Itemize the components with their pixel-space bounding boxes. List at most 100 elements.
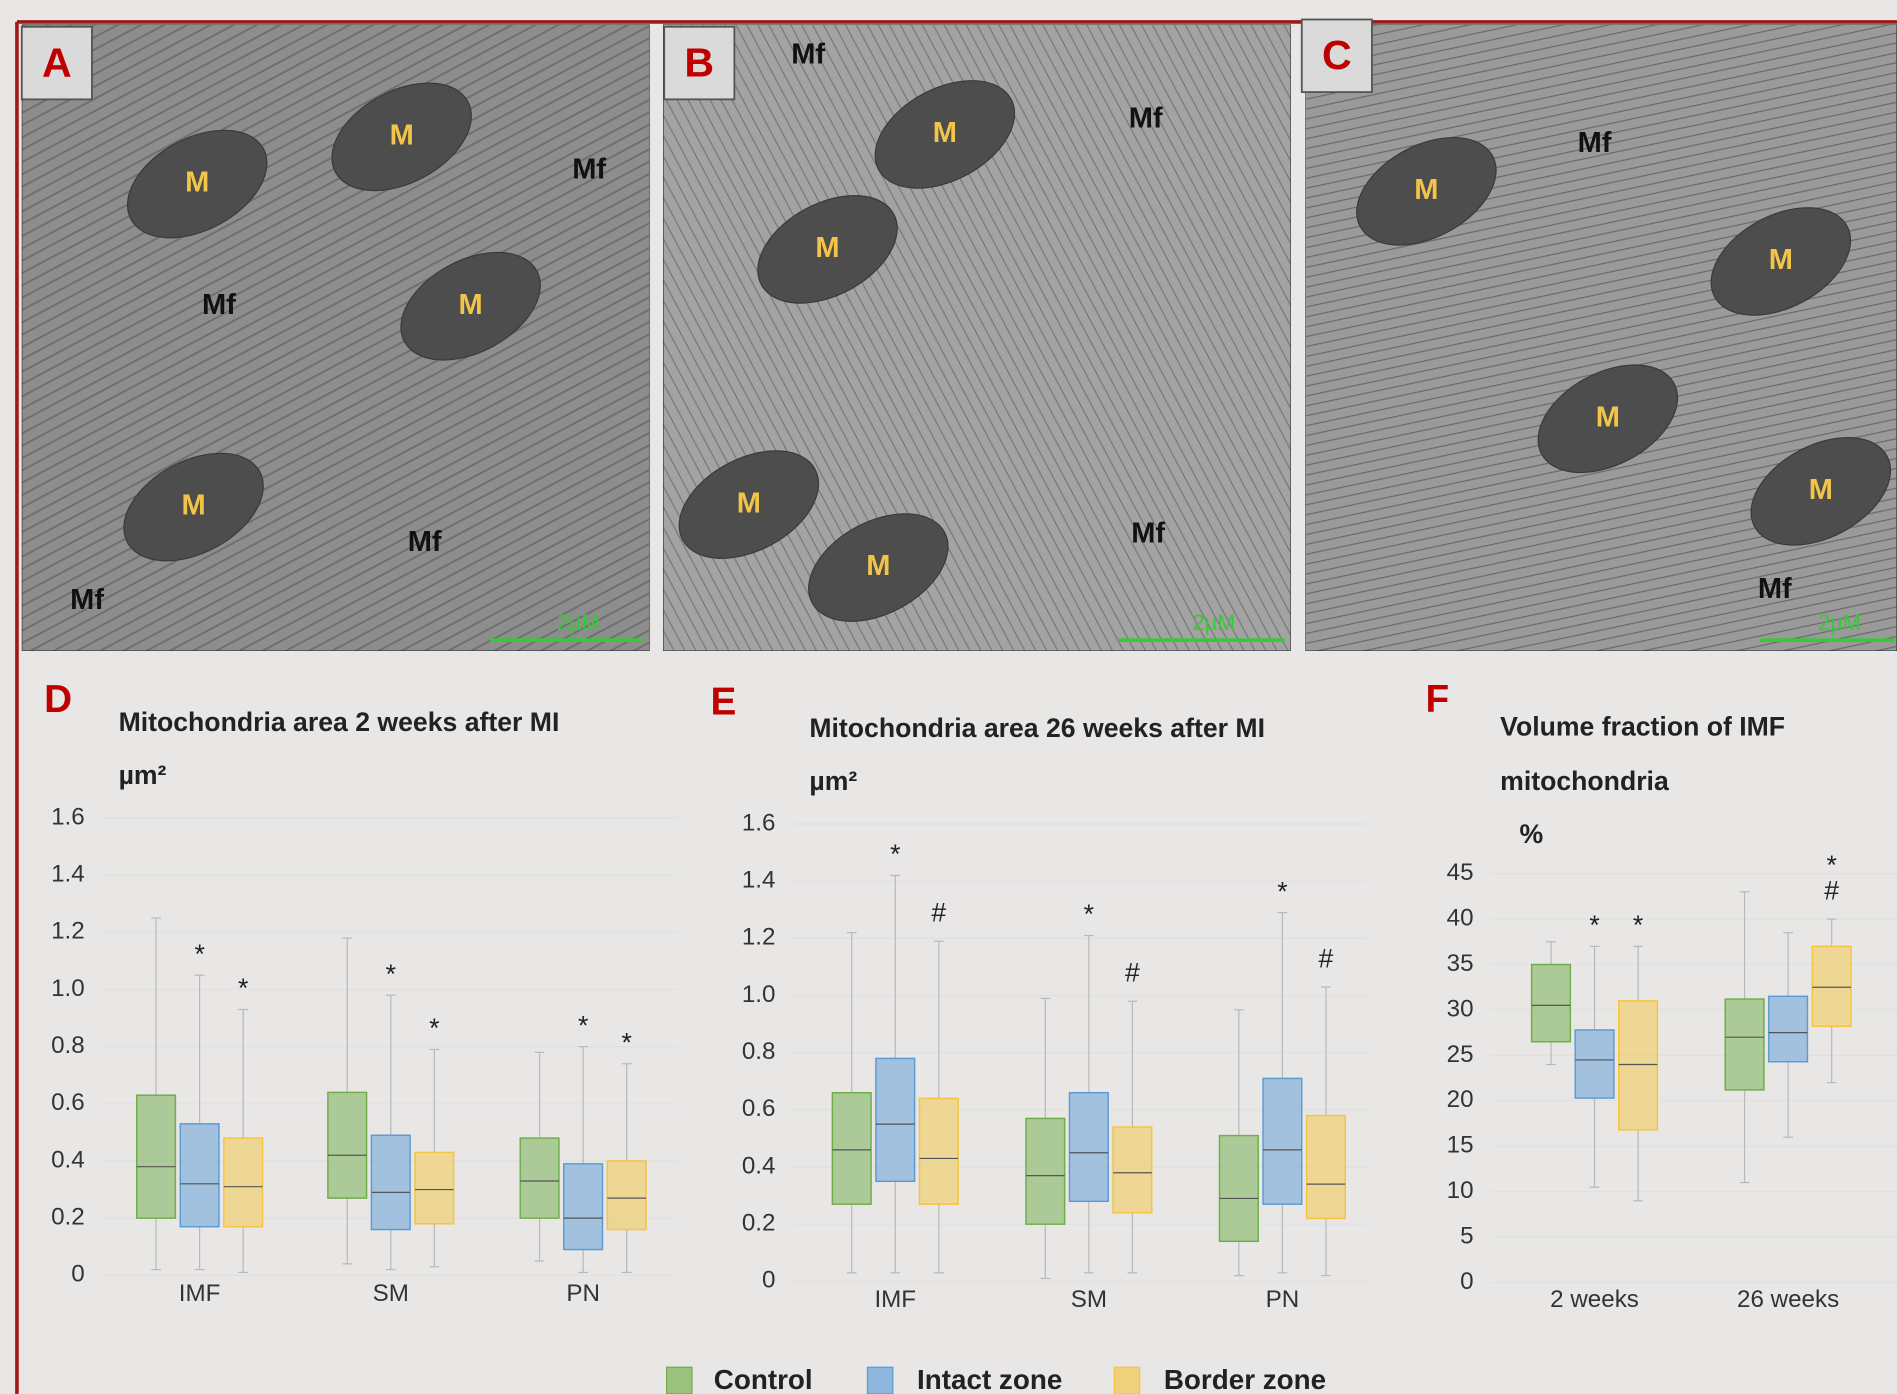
x-tick-label: PN [1266, 1286, 1300, 1313]
micrograph-image [22, 24, 650, 651]
x-tick-label: 2 weeks [1550, 1286, 1639, 1313]
structure-label: Mf [202, 289, 236, 321]
y-tick-label: 0 [1460, 1268, 1473, 1295]
y-tick-label: 1.2 [51, 918, 85, 945]
significance-mark: # [1824, 875, 1839, 905]
y-tick-label: 25 [1447, 1041, 1474, 1068]
box [1812, 946, 1851, 1026]
micrograph-content [661, 24, 1291, 651]
chart-title: Mitochondria area 26 weeks after MI [809, 701, 1378, 755]
structure-label: M [390, 120, 414, 152]
panel-letter: B [684, 39, 714, 85]
y-tick-label: 0.6 [742, 1095, 776, 1122]
y-tick-label: 1.6 [51, 803, 85, 830]
y-tick-label: 0.4 [51, 1146, 85, 1173]
y-axis-unit: % [1520, 819, 1544, 849]
y-tick-label: 20 [1447, 1086, 1474, 1113]
panel-letter: A [42, 39, 72, 85]
y-tick-label: 35 [1447, 950, 1474, 977]
box [1532, 965, 1571, 1042]
structure-label: M [1809, 474, 1833, 506]
x-tick-label: 26 weeks [1737, 1286, 1839, 1313]
structure-label: M [181, 490, 205, 522]
structure-label: Mf [70, 584, 104, 616]
structure-label: Mf [1758, 573, 1792, 605]
figure: MMMMMfMfMfMf2µMAMfMMfMMMMf2µMBMfMMMMMf2µ… [0, 0, 1897, 1394]
significance-mark: # [1319, 943, 1334, 973]
box [137, 1095, 176, 1218]
box [564, 1164, 603, 1250]
title-box: Volume fraction of IMF mitochondria [1500, 699, 1863, 820]
box [1220, 1136, 1259, 1242]
significance-mark: * [890, 839, 900, 869]
box [520, 1138, 559, 1218]
box [1619, 1001, 1658, 1130]
scale-bar-label: 2µM [1193, 610, 1236, 635]
y-tick-label: 1.4 [742, 867, 776, 894]
structure-label: M [1596, 401, 1620, 433]
significance-mark: * [1084, 899, 1094, 929]
structure-label: Mf [572, 153, 606, 185]
legend-label: Border zone [1164, 1364, 1326, 1394]
y-axis-unit: µm² [119, 760, 167, 790]
box [328, 1092, 367, 1198]
structure-label: M [1769, 244, 1793, 276]
box [1263, 1078, 1302, 1204]
structure-label: Mf [1131, 518, 1165, 550]
significance-mark: * [1277, 876, 1287, 906]
structure-label: Mf [408, 526, 442, 558]
y-tick-label: 1.4 [51, 861, 85, 888]
structure-label: M [459, 289, 483, 321]
y-tick-label: 0 [71, 1261, 84, 1288]
box [919, 1098, 958, 1204]
scale-bar-label: 2µM [557, 610, 600, 635]
y-tick-label: 0 [762, 1267, 775, 1294]
micrograph-content [1305, 24, 1897, 651]
box [1769, 996, 1808, 1061]
x-tick-label: SM [1071, 1286, 1107, 1313]
y-tick-label: 10 [1447, 1177, 1474, 1204]
scale-bar-label: 2µM [1818, 610, 1861, 635]
structure-label: Mf [791, 38, 825, 70]
structure-label: M [1414, 174, 1438, 206]
box [1113, 1127, 1152, 1213]
structure-label: M [185, 167, 209, 199]
panel-letter: C [1322, 32, 1352, 78]
micrograph: Mf M M M M Mf 2µM C [1302, 20, 1897, 652]
panel-letter: E [711, 680, 737, 723]
y-tick-label: 0.6 [51, 1089, 85, 1116]
structure-label: M [737, 487, 761, 519]
y-tick-label: 15 [1447, 1132, 1474, 1159]
y-tick-label: 40 [1447, 904, 1474, 931]
y-tick-label: 0.2 [51, 1204, 85, 1231]
box [1026, 1118, 1065, 1224]
box [876, 1058, 915, 1181]
y-tick-label: 1.0 [742, 981, 776, 1008]
y-axis-unit: µm² [809, 766, 857, 796]
box [832, 1093, 871, 1204]
x-tick-label: SM [373, 1280, 409, 1307]
structure-label: Mf [1578, 127, 1612, 159]
panel-letter: F [1425, 678, 1449, 721]
structure-label: M [815, 232, 839, 264]
y-tick-label: 45 [1447, 859, 1474, 886]
box [607, 1161, 646, 1230]
significance-mark: * [386, 959, 396, 989]
y-tick-label: 0.4 [742, 1152, 776, 1179]
legend-label: Intact zone [917, 1364, 1062, 1394]
box [371, 1135, 410, 1229]
x-tick-label: IMF [179, 1280, 221, 1307]
panel-letter: D [44, 678, 72, 721]
legend-swatch [1114, 1367, 1139, 1394]
x-tick-label: PN [566, 1280, 600, 1307]
y-tick-label: 1.6 [742, 809, 776, 836]
box [1069, 1093, 1108, 1202]
box [1575, 1030, 1614, 1098]
box [180, 1124, 219, 1227]
title-box: Mitochondria area 2 weeks after MI [119, 695, 688, 816]
significance-mark: * [622, 1027, 632, 1057]
micrograph: M M M M Mf Mf Mf Mf 2µM A [22, 24, 650, 651]
micrograph-image [1305, 24, 1897, 651]
significance-mark: * [238, 973, 248, 1003]
